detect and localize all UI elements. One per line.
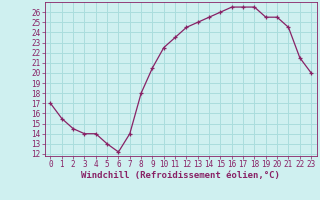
- X-axis label: Windchill (Refroidissement éolien,°C): Windchill (Refroidissement éolien,°C): [81, 171, 280, 180]
